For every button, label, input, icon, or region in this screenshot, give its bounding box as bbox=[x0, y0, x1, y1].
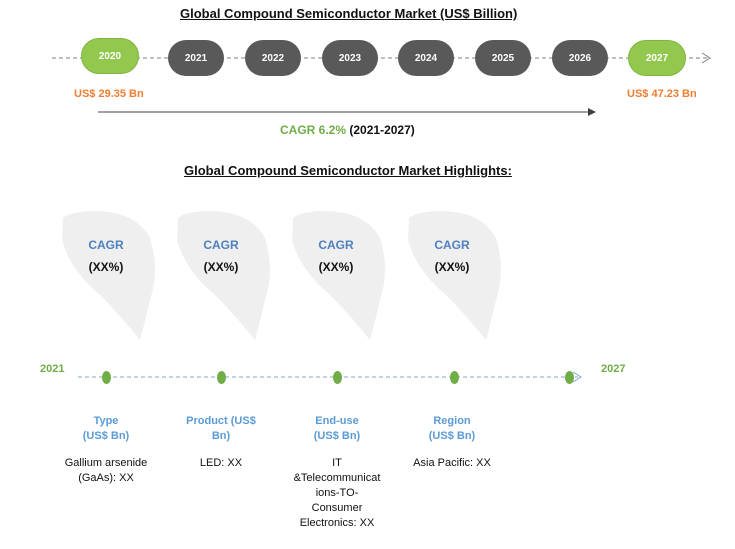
pin-cagr-value-1: (XX%) bbox=[88, 260, 124, 274]
category-end-use: End-use (US$ Bn) bbox=[313, 415, 361, 442]
year-pill-2023: 2023 bbox=[322, 40, 378, 76]
pin-cagr-label-3: CAGR bbox=[318, 238, 354, 252]
pin-cagr-label-1: CAGR bbox=[88, 238, 124, 252]
pin-cagr-value-4: (XX%) bbox=[434, 260, 470, 274]
timeline-dot-5 bbox=[565, 371, 574, 384]
highlights-title: Global Compound Semiconductor Market Hig… bbox=[184, 163, 512, 178]
value-end-use: IT &Telecommunicat ions-TO- Consumer Electro… bbox=[293, 457, 381, 529]
year-pill-2021: 2021 bbox=[168, 40, 224, 76]
cagr-value: CAGR 6.2% bbox=[280, 123, 347, 137]
pin-cagr-value-2: (XX%) bbox=[203, 260, 239, 274]
pin-cagr-label-2: CAGR bbox=[203, 238, 239, 252]
market-title: Global Compound Semiconductor Market (US… bbox=[180, 6, 518, 21]
value-region: Asia Pacific: XX bbox=[413, 457, 491, 469]
pin-shape-4 bbox=[408, 210, 501, 340]
pin-shape-2 bbox=[177, 210, 270, 340]
category-region: Region (US$ Bn) bbox=[428, 415, 476, 442]
year-pill-2022: 2022 bbox=[245, 40, 301, 76]
start-value: US$ 29.35 Bn bbox=[74, 88, 144, 100]
year-pill-2027: 2027 bbox=[628, 40, 686, 76]
category-type: Type (US$ Bn) bbox=[82, 415, 130, 442]
year-pill-2026: 2026 bbox=[552, 40, 608, 76]
highlight-pins bbox=[62, 210, 501, 340]
timeline-end-year: 2027 bbox=[601, 363, 626, 375]
timeline-dot-4 bbox=[450, 371, 459, 384]
cagr-period: (2021-2027) bbox=[349, 123, 415, 137]
highlights-timeline-connector bbox=[78, 371, 582, 383]
year-pill-2024: 2024 bbox=[398, 40, 454, 76]
pin-cagr-label-4: CAGR bbox=[434, 238, 470, 252]
category-product: Product (US$ Bn) bbox=[186, 415, 256, 442]
cagr-summary: CAGR 6.2% (2021-2027) bbox=[280, 123, 415, 137]
year-pill-2025: 2025 bbox=[475, 40, 531, 76]
pin-shape-3 bbox=[292, 210, 385, 340]
timeline-dot-3 bbox=[333, 371, 342, 384]
year-pill-2020: 2020 bbox=[81, 38, 139, 74]
timeline-dot-1 bbox=[102, 371, 111, 384]
end-value: US$ 47.23 Bn bbox=[627, 88, 697, 100]
value-product: LED: XX bbox=[199, 457, 243, 469]
timeline-start-year: 2021 bbox=[40, 363, 65, 375]
pin-shape-1 bbox=[62, 210, 155, 340]
value-type: Gallium arsenide (GaAs): XX bbox=[64, 457, 148, 484]
pin-cagr-value-3: (XX%) bbox=[318, 260, 354, 274]
timeline-dot-2 bbox=[217, 371, 226, 384]
